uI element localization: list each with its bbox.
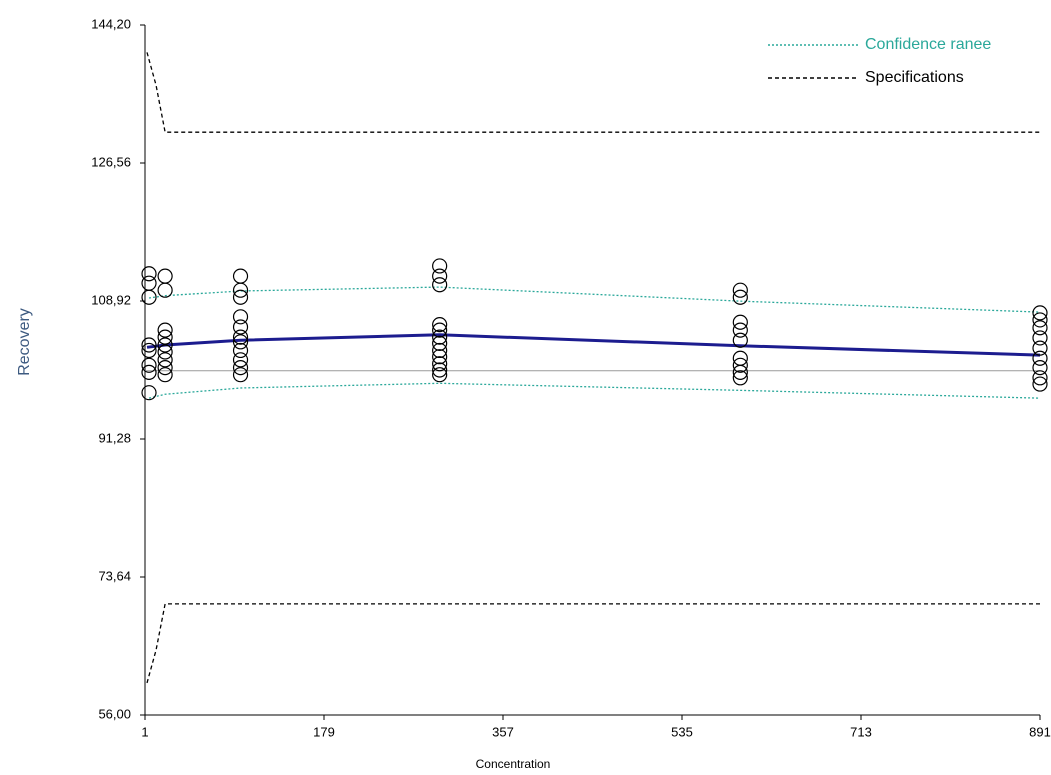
x-tick-label: 357 — [492, 724, 514, 739]
data-point — [157, 322, 173, 338]
x-tick-label: 535 — [671, 724, 693, 739]
data-point — [1032, 340, 1048, 356]
data-point — [432, 317, 448, 333]
data-point — [232, 309, 249, 325]
data-point — [432, 349, 448, 365]
data-point — [432, 335, 448, 352]
data-point — [432, 329, 448, 345]
y-tick-label: 91,28 — [98, 430, 131, 445]
data-point — [232, 268, 249, 284]
data-point — [232, 367, 249, 383]
series-line — [146, 52, 1040, 133]
data-point — [157, 360, 173, 376]
data-point — [1032, 312, 1048, 328]
series-line — [148, 382, 1041, 399]
data-point — [232, 289, 249, 305]
data-point — [732, 282, 748, 298]
data-point — [141, 357, 157, 373]
data-point — [232, 352, 249, 368]
data-point — [232, 334, 249, 350]
data-point — [432, 367, 448, 383]
data-point — [732, 314, 748, 330]
data-point — [732, 332, 748, 348]
data-point — [157, 337, 173, 353]
y-tick-label: 126,56 — [91, 154, 131, 169]
data-point — [157, 352, 173, 368]
x-axis-label: Concentration — [476, 757, 551, 771]
data-point — [1032, 360, 1048, 376]
y-axis-label: Recovery — [16, 308, 33, 376]
series-line — [146, 603, 1040, 684]
data-point — [232, 329, 249, 345]
y-tick-label: 73,64 — [98, 568, 131, 583]
data-point — [1032, 370, 1048, 386]
data-point — [432, 258, 448, 274]
data-point — [732, 370, 748, 386]
data-point — [232, 360, 249, 376]
data-point — [1032, 305, 1048, 321]
data-point — [432, 356, 448, 372]
data-point — [141, 289, 157, 305]
data-point — [1032, 376, 1048, 392]
data-point — [432, 277, 448, 293]
data-point — [141, 337, 157, 353]
data-point — [232, 342, 249, 359]
data-point — [732, 289, 748, 305]
x-tick-label: 179 — [313, 724, 335, 739]
data-point — [141, 266, 157, 282]
x-tick-label: 891 — [1029, 724, 1051, 739]
data-point — [732, 322, 748, 338]
data-point — [432, 322, 448, 338]
data-point — [432, 362, 448, 378]
data-point — [157, 268, 173, 284]
x-tick-label: 1 — [141, 724, 148, 739]
data-point — [732, 357, 748, 373]
data-point — [1032, 320, 1048, 336]
y-tick-label: 108,92 — [91, 292, 131, 307]
data-point — [157, 367, 173, 383]
data-point — [432, 268, 448, 284]
y-tick-label: 144,20 — [91, 16, 131, 31]
legend-label: Confidence ranee — [865, 36, 991, 53]
y-tick-label: 56,00 — [98, 706, 131, 721]
data-point — [141, 385, 157, 401]
data-point — [157, 344, 173, 360]
data-point — [141, 342, 157, 359]
data-point — [1032, 330, 1048, 346]
data-point — [732, 364, 748, 380]
data-point — [141, 275, 157, 291]
series-line — [146, 333, 1041, 357]
series-line — [148, 286, 1041, 313]
data-point — [1032, 350, 1048, 366]
data-point — [157, 329, 173, 345]
x-tick-label: 713 — [850, 724, 872, 739]
data-point — [432, 342, 448, 359]
data-point — [157, 282, 173, 298]
data-point — [232, 319, 249, 335]
data-point — [141, 364, 157, 380]
data-point — [232, 282, 249, 298]
legend-label: Specifications — [865, 69, 964, 86]
